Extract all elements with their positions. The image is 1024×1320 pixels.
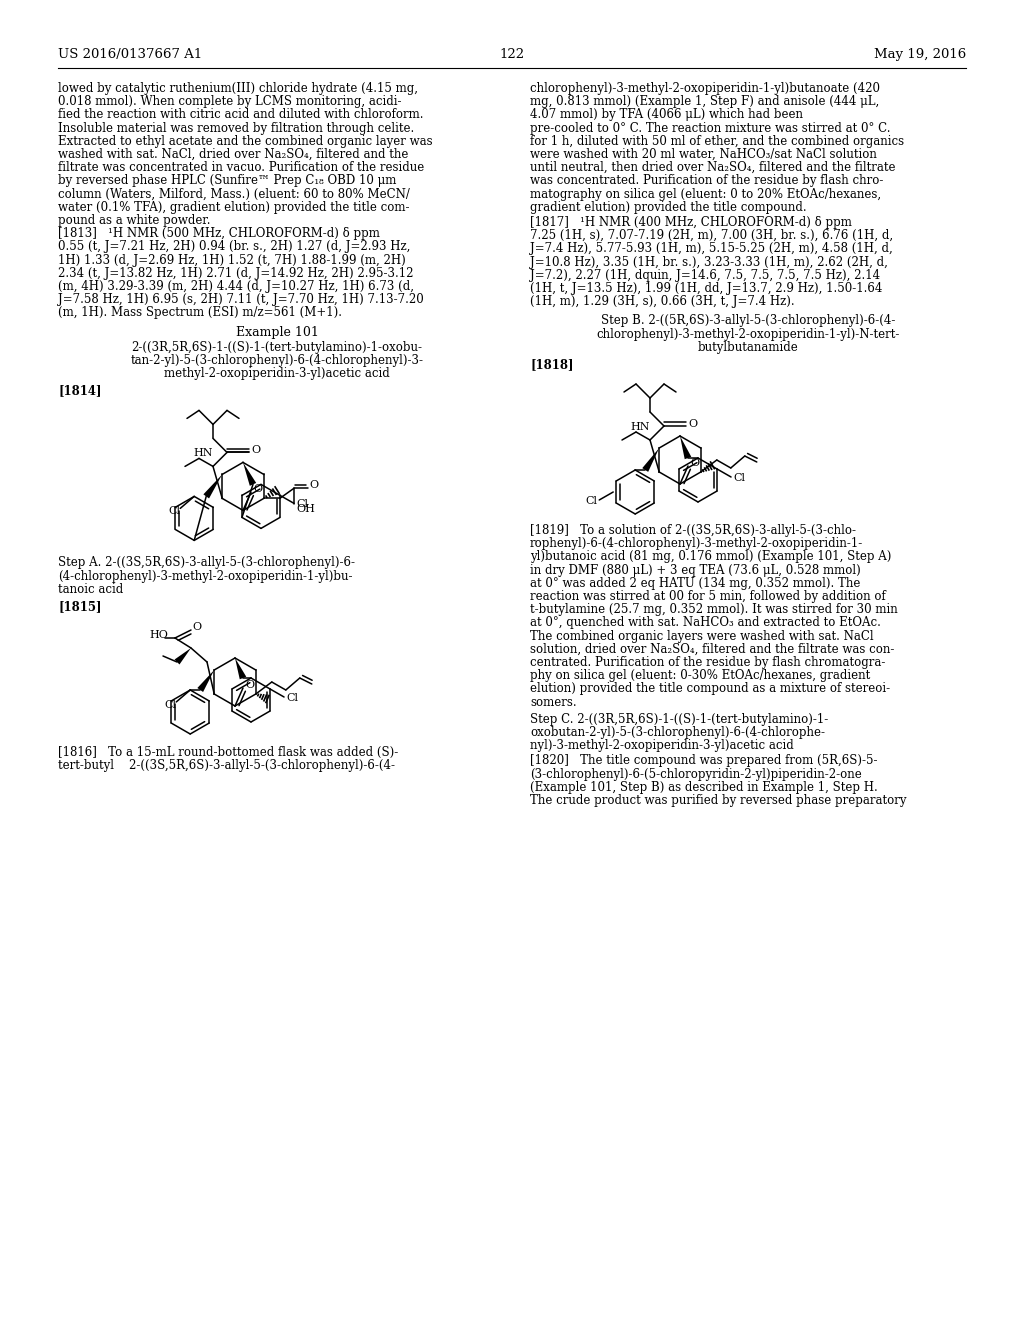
Text: chlorophenyl)-3-methyl-2-oxopiperidin-1-yl)butanoate (420: chlorophenyl)-3-methyl-2-oxopiperidin-1-… bbox=[530, 82, 880, 95]
Text: O: O bbox=[193, 622, 201, 632]
Text: OH: OH bbox=[297, 504, 315, 515]
Text: O: O bbox=[245, 680, 254, 690]
Text: column (Waters, Milford, Mass.) (eluent: 60 to 80% MeCN/: column (Waters, Milford, Mass.) (eluent:… bbox=[58, 187, 410, 201]
Text: [1816]   To a 15-mL round-bottomed flask was added (S)-: [1816] To a 15-mL round-bottomed flask w… bbox=[58, 746, 398, 759]
Text: solution, dried over Na₂SO₄, filtered and the filtrate was con-: solution, dried over Na₂SO₄, filtered an… bbox=[530, 643, 894, 656]
Text: Cl: Cl bbox=[733, 473, 745, 483]
Text: J=10.8 Hz), 3.35 (1H, br. s.), 3.23-3.33 (1H, m), 2.62 (2H, d,: J=10.8 Hz), 3.35 (1H, br. s.), 3.23-3.33… bbox=[530, 256, 888, 268]
Text: mg, 0.813 mmol) (Example 1, Step F) and anisole (444 μL,: mg, 0.813 mmol) (Example 1, Step F) and … bbox=[530, 95, 880, 108]
Text: (1H, m), 1.29 (3H, s), 0.66 (3H, t, J=7.4 Hz).: (1H, m), 1.29 (3H, s), 0.66 (3H, t, J=7.… bbox=[530, 296, 795, 308]
Text: phy on silica gel (eluent: 0-30% EtOAc/hexanes, gradient: phy on silica gel (eluent: 0-30% EtOAc/h… bbox=[530, 669, 870, 682]
Polygon shape bbox=[680, 436, 691, 459]
Text: HO: HO bbox=[150, 630, 168, 640]
Text: [1819]   To a solution of 2-((3S,5R,6S)-3-allyl-5-(3-chlo-: [1819] To a solution of 2-((3S,5R,6S)-3-… bbox=[530, 524, 856, 537]
Text: Cl: Cl bbox=[585, 496, 597, 506]
Text: matography on silica gel (eluent: 0 to 20% EtOAc/hexanes,: matography on silica gel (eluent: 0 to 2… bbox=[530, 187, 881, 201]
Text: chlorophenyl)-3-methyl-2-oxopiperidin-1-yl)-N-tert-: chlorophenyl)-3-methyl-2-oxopiperidin-1-… bbox=[596, 327, 900, 341]
Text: The crude product was purified by reversed phase preparatory: The crude product was purified by revers… bbox=[530, 795, 906, 807]
Text: 0.55 (t, J=7.21 Hz, 2H) 0.94 (br. s., 2H) 1.27 (d, J=2.93 Hz,: 0.55 (t, J=7.21 Hz, 2H) 0.94 (br. s., 2H… bbox=[58, 240, 411, 253]
Text: until neutral, then dried over Na₂SO₄, filtered and the filtrate: until neutral, then dried over Na₂SO₄, f… bbox=[530, 161, 896, 174]
Text: 4.07 mmol) by TFA (4066 μL) which had been: 4.07 mmol) by TFA (4066 μL) which had be… bbox=[530, 108, 803, 121]
Text: washed with sat. NaCl, dried over Na₂SO₄, filtered and the: washed with sat. NaCl, dried over Na₂SO₄… bbox=[58, 148, 409, 161]
Text: methyl-2-oxopiperidin-3-yl)acetic acid: methyl-2-oxopiperidin-3-yl)acetic acid bbox=[164, 367, 390, 380]
Text: Cl: Cl bbox=[286, 693, 298, 704]
Text: pound as a white powder.: pound as a white powder. bbox=[58, 214, 211, 227]
Text: in dry DMF (880 μL) + 3 eq TEA (73.6 μL, 0.528 mmol): in dry DMF (880 μL) + 3 eq TEA (73.6 μL,… bbox=[530, 564, 861, 577]
Text: 1H) 1.33 (d, J=2.69 Hz, 1H) 1.52 (t, 7H) 1.88-1.99 (m, 2H): 1H) 1.33 (d, J=2.69 Hz, 1H) 1.52 (t, 7H)… bbox=[58, 253, 406, 267]
Text: oxobutan-2-yl)-5-(3-chlorophenyl)-6-(4-chlorophe-: oxobutan-2-yl)-5-(3-chlorophenyl)-6-(4-c… bbox=[530, 726, 825, 739]
Text: were washed with 20 ml water, NaHCO₃/sat NaCl solution: were washed with 20 ml water, NaHCO₃/sat… bbox=[530, 148, 877, 161]
Text: Cl: Cl bbox=[164, 700, 176, 710]
Text: centrated. Purification of the residue by flash chromatogra-: centrated. Purification of the residue b… bbox=[530, 656, 886, 669]
Text: 7.25 (1H, s), 7.07-7.19 (2H, m), 7.00 (3H, br. s.), 6.76 (1H, d,: 7.25 (1H, s), 7.07-7.19 (2H, m), 7.00 (3… bbox=[530, 230, 893, 242]
Text: [1818]: [1818] bbox=[530, 358, 573, 371]
Text: tanoic acid: tanoic acid bbox=[58, 583, 123, 595]
Text: Insoluble material was removed by filtration through celite.: Insoluble material was removed by filtra… bbox=[58, 121, 415, 135]
Text: tert-butyl    2-((3S,5R,6S)-3-allyl-5-(3-chlorophenyl)-6-(4-: tert-butyl 2-((3S,5R,6S)-3-allyl-5-(3-ch… bbox=[58, 759, 395, 772]
Text: HN: HN bbox=[630, 422, 649, 432]
Polygon shape bbox=[204, 474, 222, 499]
Text: May 19, 2016: May 19, 2016 bbox=[873, 48, 966, 61]
Polygon shape bbox=[642, 447, 659, 471]
Text: [1814]: [1814] bbox=[58, 384, 101, 397]
Polygon shape bbox=[243, 462, 256, 486]
Text: O: O bbox=[251, 445, 260, 455]
Text: reaction was stirred at 00 for 5 min, followed by addition of: reaction was stirred at 00 for 5 min, fo… bbox=[530, 590, 886, 603]
Text: pre-cooled to 0° C. The reaction mixture was stirred at 0° C.: pre-cooled to 0° C. The reaction mixture… bbox=[530, 121, 891, 135]
Text: 122: 122 bbox=[500, 48, 524, 61]
Text: Cl: Cl bbox=[296, 499, 308, 510]
Text: O: O bbox=[688, 418, 697, 429]
Text: (Example 101, Step B) as described in Example 1, Step H.: (Example 101, Step B) as described in Ex… bbox=[530, 781, 878, 793]
Text: [1813]   ¹H NMR (500 MHz, CHLOROFORM-d) δ ppm: [1813] ¹H NMR (500 MHz, CHLOROFORM-d) δ … bbox=[58, 227, 380, 240]
Text: O: O bbox=[310, 480, 318, 491]
Text: rophenyl)-6-(4-chlorophenyl)-3-methyl-2-oxopiperidin-1-: rophenyl)-6-(4-chlorophenyl)-3-methyl-2-… bbox=[530, 537, 863, 550]
Text: [1815]: [1815] bbox=[58, 601, 101, 612]
Text: J=7.4 Hz), 5.77-5.93 (1H, m), 5.15-5.25 (2H, m), 4.58 (1H, d,: J=7.4 Hz), 5.77-5.93 (1H, m), 5.15-5.25 … bbox=[530, 243, 893, 255]
Text: somers.: somers. bbox=[530, 696, 577, 709]
Text: The combined organic layers were washed with sat. NaCl: The combined organic layers were washed … bbox=[530, 630, 873, 643]
Text: by reversed phase HPLC (Sunfire™ Prep C₁₈ OBD 10 μm: by reversed phase HPLC (Sunfire™ Prep C₁… bbox=[58, 174, 396, 187]
Text: tan-2-yl)-5-(3-chlorophenyl)-6-(4-chlorophenyl)-3-: tan-2-yl)-5-(3-chlorophenyl)-6-(4-chloro… bbox=[130, 354, 424, 367]
Polygon shape bbox=[174, 648, 191, 664]
Text: O: O bbox=[690, 458, 699, 469]
Text: (3-chlorophenyl)-6-(5-chloropyridin-2-yl)piperidin-2-one: (3-chlorophenyl)-6-(5-chloropyridin-2-yl… bbox=[530, 768, 862, 780]
Text: elution) provided the title compound as a mixture of stereoi-: elution) provided the title compound as … bbox=[530, 682, 890, 696]
Text: Example 101: Example 101 bbox=[236, 326, 318, 339]
Text: 0.018 mmol). When complete by LCMS monitoring, acidi-: 0.018 mmol). When complete by LCMS monit… bbox=[58, 95, 401, 108]
Text: [1817]   ¹H NMR (400 MHz, CHLOROFORM-d) δ ppm: [1817] ¹H NMR (400 MHz, CHLOROFORM-d) δ … bbox=[530, 216, 852, 228]
Text: at 0°, quenched with sat. NaHCO₃ and extracted to EtOAc.: at 0°, quenched with sat. NaHCO₃ and ext… bbox=[530, 616, 881, 630]
Text: (m, 1H). Mass Spectrum (ESI) m/z=561 (M+1).: (m, 1H). Mass Spectrum (ESI) m/z=561 (M+… bbox=[58, 306, 342, 319]
Text: lowed by catalytic ruthenium(III) chloride hydrate (4.15 mg,: lowed by catalytic ruthenium(III) chlori… bbox=[58, 82, 418, 95]
Text: Cl: Cl bbox=[168, 507, 180, 516]
Text: gradient elution) provided the title compound.: gradient elution) provided the title com… bbox=[530, 201, 807, 214]
Text: water (0.1% TFA), gradient elution) provided the title com-: water (0.1% TFA), gradient elution) prov… bbox=[58, 201, 410, 214]
Text: yl)butanoic acid (81 mg, 0.176 mmol) (Example 101, Step A): yl)butanoic acid (81 mg, 0.176 mmol) (Ex… bbox=[530, 550, 891, 564]
Text: was concentrated. Purification of the residue by flash chro-: was concentrated. Purification of the re… bbox=[530, 174, 884, 187]
Text: (4-chlorophenyl)-3-methyl-2-oxopiperidin-1-yl)bu-: (4-chlorophenyl)-3-methyl-2-oxopiperidin… bbox=[58, 570, 352, 582]
Text: 2.34 (t, J=13.82 Hz, 1H) 2.71 (d, J=14.92 Hz, 2H) 2.95-3.12: 2.34 (t, J=13.82 Hz, 1H) 2.71 (d, J=14.9… bbox=[58, 267, 414, 280]
Text: for 1 h, diluted with 50 ml of ether, and the combined organics: for 1 h, diluted with 50 ml of ether, an… bbox=[530, 135, 904, 148]
Text: (1H, t, J=13.5 Hz), 1.99 (1H, dd, J=13.7, 2.9 Hz), 1.50-1.64: (1H, t, J=13.5 Hz), 1.99 (1H, dd, J=13.7… bbox=[530, 282, 883, 294]
Text: at 0° was added 2 eq HATU (134 mg, 0.352 mmol). The: at 0° was added 2 eq HATU (134 mg, 0.352… bbox=[530, 577, 860, 590]
Polygon shape bbox=[198, 671, 214, 692]
Text: O: O bbox=[253, 484, 262, 495]
Polygon shape bbox=[234, 657, 246, 680]
Text: J=7.2), 2.27 (1H, dquin, J=14.6, 7.5, 7.5, 7.5, 7.5 Hz), 2.14: J=7.2), 2.27 (1H, dquin, J=14.6, 7.5, 7.… bbox=[530, 269, 880, 281]
Text: fied the reaction with citric acid and diluted with chloroform.: fied the reaction with citric acid and d… bbox=[58, 108, 424, 121]
Text: Step C. 2-((3R,5R,6S)-1-((S)-1-(tert-butylamino)-1-: Step C. 2-((3R,5R,6S)-1-((S)-1-(tert-but… bbox=[530, 713, 828, 726]
Text: Extracted to ethyl acetate and the combined organic layer was: Extracted to ethyl acetate and the combi… bbox=[58, 135, 432, 148]
Text: HN: HN bbox=[193, 449, 213, 458]
Text: t-butylamine (25.7 mg, 0.352 mmol). It was stirred for 30 min: t-butylamine (25.7 mg, 0.352 mmol). It w… bbox=[530, 603, 898, 616]
Text: 2-((3R,5R,6S)-1-((S)-1-(tert-butylamino)-1-oxobu-: 2-((3R,5R,6S)-1-((S)-1-(tert-butylamino)… bbox=[131, 341, 423, 354]
Text: [1820]   The title compound was prepared from (5R,6S)-5-: [1820] The title compound was prepared f… bbox=[530, 755, 878, 767]
Text: filtrate was concentrated in vacuo. Purification of the residue: filtrate was concentrated in vacuo. Puri… bbox=[58, 161, 424, 174]
Text: J=7.58 Hz, 1H) 6.95 (s, 2H) 7.11 (t, J=7.70 Hz, 1H) 7.13-7.20: J=7.58 Hz, 1H) 6.95 (s, 2H) 7.11 (t, J=7… bbox=[58, 293, 424, 306]
Text: nyl)-3-methyl-2-oxopiperidin-3-yl)acetic acid: nyl)-3-methyl-2-oxopiperidin-3-yl)acetic… bbox=[530, 739, 794, 752]
Text: Step A. 2-((3S,5R,6S)-3-allyl-5-(3-chlorophenyl)-6-: Step A. 2-((3S,5R,6S)-3-allyl-5-(3-chlor… bbox=[58, 557, 355, 569]
Text: butylbutanamide: butylbutanamide bbox=[697, 341, 799, 354]
Text: Step B. 2-((5R,6S)-3-allyl-5-(3-chlorophenyl)-6-(4-: Step B. 2-((5R,6S)-3-allyl-5-(3-chloroph… bbox=[601, 314, 895, 327]
Text: (m, 4H) 3.29-3.39 (m, 2H) 4.44 (d, J=10.27 Hz, 1H) 6.73 (d,: (m, 4H) 3.29-3.39 (m, 2H) 4.44 (d, J=10.… bbox=[58, 280, 414, 293]
Text: US 2016/0137667 A1: US 2016/0137667 A1 bbox=[58, 48, 203, 61]
